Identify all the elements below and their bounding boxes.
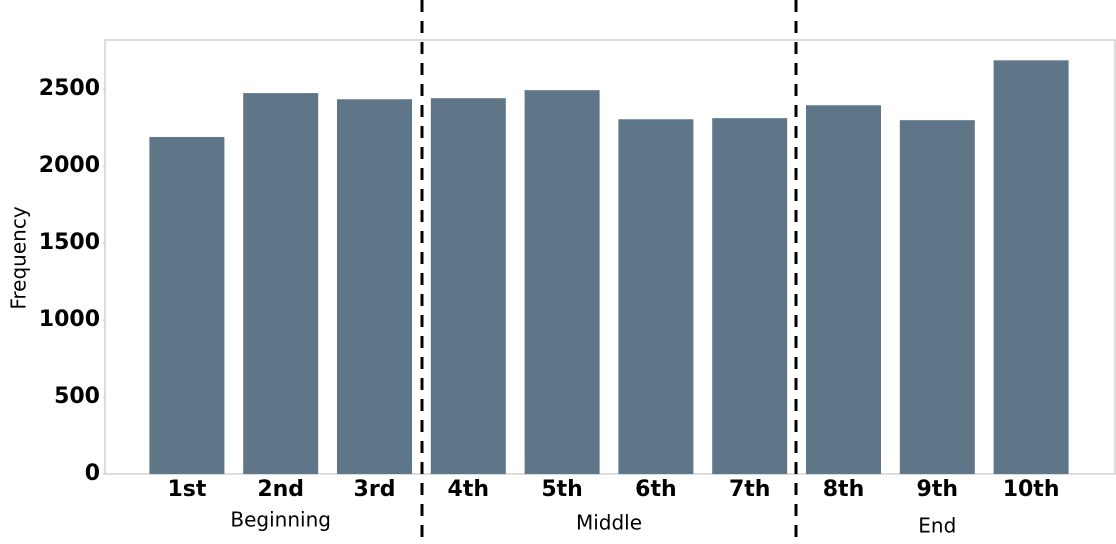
x-tick-label: 8th: [823, 477, 865, 502]
group-label: Beginning: [230, 508, 331, 532]
bar: [712, 118, 788, 475]
x-tick-label: 1st: [167, 477, 206, 502]
y-tick-label: 500: [54, 384, 100, 409]
x-tick-label: 7th: [729, 477, 771, 502]
y-tick-label: 2500: [39, 76, 100, 101]
group-label: Middle: [576, 511, 642, 535]
y-tick-label: 2000: [39, 153, 100, 178]
bar: [524, 90, 600, 474]
y-tick-label: 1500: [39, 230, 100, 255]
bar: [337, 99, 412, 474]
bar: [149, 136, 225, 474]
bar: [243, 93, 319, 475]
y-tick-label: 0: [85, 461, 100, 486]
x-tick-label: 5th: [541, 477, 583, 502]
y-axis-label: Frequency: [7, 206, 31, 309]
x-tick-label: 4th: [448, 477, 490, 502]
plot-frame: [104, 39, 1116, 475]
x-tick-label: 3rd: [354, 477, 396, 502]
x-tick-label: 9th: [917, 477, 959, 502]
bar: [993, 60, 1069, 475]
bar: [899, 120, 975, 475]
y-tick-label: 1000: [39, 307, 100, 332]
bar: [430, 98, 506, 474]
group-label: End: [918, 514, 956, 538]
x-tick-label: 10th: [1003, 477, 1060, 502]
bar: [618, 119, 694, 475]
bar: [806, 105, 881, 474]
x-tick-label: 2nd: [257, 477, 304, 502]
x-tick-label: 6th: [635, 477, 677, 502]
